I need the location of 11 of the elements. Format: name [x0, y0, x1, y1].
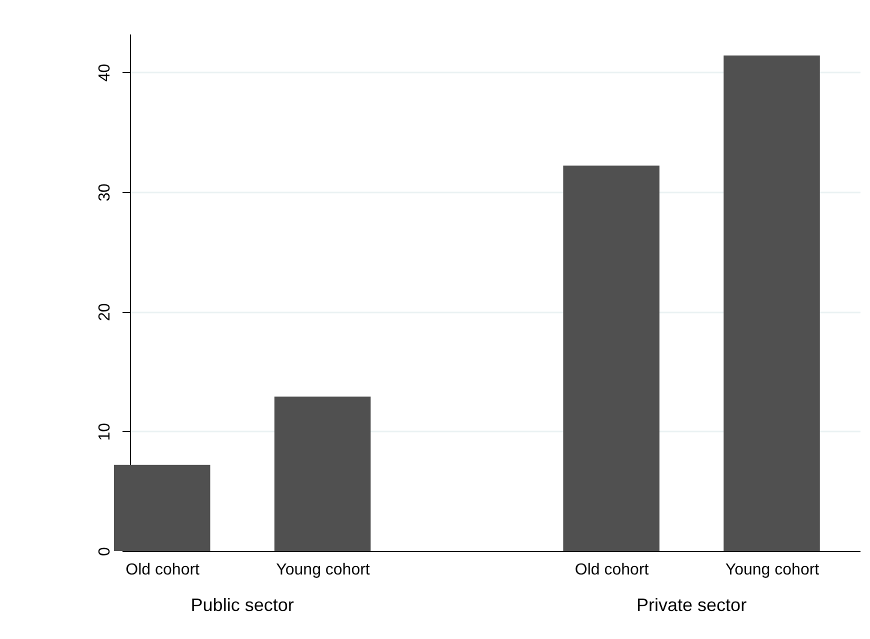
y-tick-label: 30 [96, 183, 114, 202]
x-tick-label: Old cohort [574, 562, 650, 578]
x-tick-label: Young cohort [276, 562, 370, 578]
y-tick-label: 40 [96, 64, 114, 82]
x-tick-label: Young cohort [725, 562, 820, 578]
y-tick-label: 10 [96, 422, 114, 441]
x-tick-label: Old cohort [126, 562, 200, 578]
y-tick-label: 20 [96, 303, 114, 322]
y-tick-label: 0 [96, 546, 114, 556]
text: Public sector [190, 595, 294, 615]
text: Private sector [636, 595, 747, 615]
